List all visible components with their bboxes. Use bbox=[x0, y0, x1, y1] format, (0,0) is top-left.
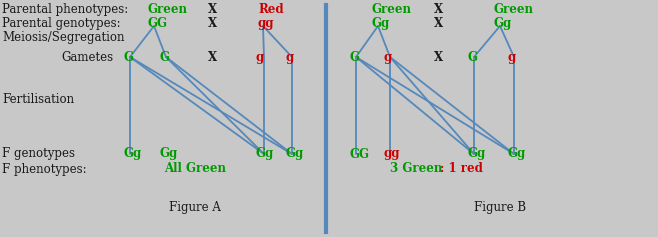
Text: Figure A: Figure A bbox=[169, 201, 221, 214]
Text: Gg: Gg bbox=[508, 147, 526, 160]
Text: g: g bbox=[508, 50, 517, 64]
Text: X: X bbox=[209, 17, 218, 29]
Text: gg: gg bbox=[383, 147, 399, 160]
Text: Figure B: Figure B bbox=[474, 201, 526, 214]
Text: G: G bbox=[350, 50, 360, 64]
Text: F phenotypes:: F phenotypes: bbox=[2, 163, 87, 176]
Text: All Green: All Green bbox=[164, 163, 226, 176]
Text: gg: gg bbox=[258, 17, 274, 29]
Text: Gametes: Gametes bbox=[62, 50, 114, 64]
Text: X: X bbox=[209, 50, 218, 64]
Text: X: X bbox=[209, 3, 218, 15]
Text: GG: GG bbox=[148, 17, 168, 29]
Text: : 1 red: : 1 red bbox=[440, 163, 483, 176]
Text: Green: Green bbox=[148, 3, 188, 15]
Text: g: g bbox=[383, 50, 392, 64]
Text: Parental genotypes:: Parental genotypes: bbox=[2, 17, 120, 29]
Text: Gg: Gg bbox=[160, 147, 178, 160]
Text: Green: Green bbox=[372, 3, 412, 15]
Text: F genotypes: F genotypes bbox=[2, 147, 75, 160]
Text: Red: Red bbox=[258, 3, 284, 15]
Text: g: g bbox=[286, 50, 294, 64]
Text: Gg: Gg bbox=[468, 147, 486, 160]
Text: g: g bbox=[256, 50, 265, 64]
Text: Green: Green bbox=[494, 3, 534, 15]
Text: Fertilisation: Fertilisation bbox=[2, 92, 74, 105]
Text: Gg: Gg bbox=[124, 147, 142, 160]
Text: X: X bbox=[434, 17, 443, 29]
Text: Gg: Gg bbox=[494, 17, 512, 29]
Text: GG: GG bbox=[350, 147, 370, 160]
Text: Parental phenotypes:: Parental phenotypes: bbox=[2, 3, 128, 15]
Text: Gg: Gg bbox=[286, 147, 304, 160]
Text: X: X bbox=[434, 50, 443, 64]
Text: 3 Green: 3 Green bbox=[390, 163, 442, 176]
Text: Meiosis/Segregation: Meiosis/Segregation bbox=[2, 31, 124, 44]
Text: X: X bbox=[434, 3, 443, 15]
Text: G: G bbox=[160, 50, 170, 64]
Text: G: G bbox=[124, 50, 134, 64]
Text: Gg: Gg bbox=[256, 147, 274, 160]
Text: Gg: Gg bbox=[372, 17, 390, 29]
Text: G: G bbox=[468, 50, 478, 64]
